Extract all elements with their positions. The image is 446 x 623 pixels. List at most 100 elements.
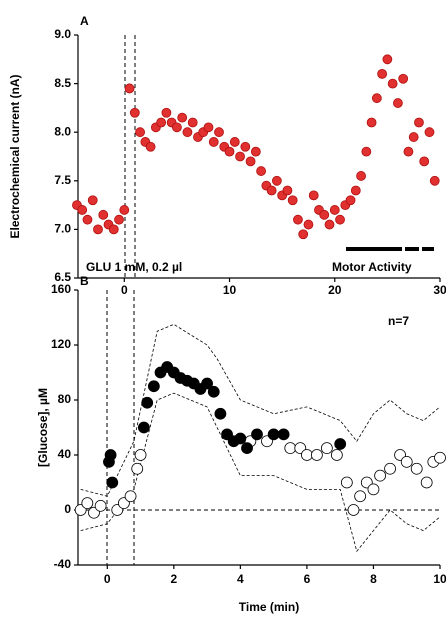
data-point [124,490,137,503]
data-point [82,214,93,225]
data-point [320,442,333,455]
x-tick-label: 10 [433,572,446,586]
data-point [266,185,277,196]
data-point [271,175,282,186]
data-point [147,380,160,393]
data-point [284,442,297,455]
data-point [366,117,377,128]
data-point [434,451,446,464]
data-point [241,442,253,455]
data-point [251,428,263,441]
y-axis-label: Electrochemical current (nA) [8,74,22,238]
data-point [93,224,103,235]
x-tick-label: 4 [237,572,244,586]
data-point [187,117,198,128]
data-point [134,449,147,461]
data-point [301,449,313,461]
data-point [371,93,382,104]
data-point [324,219,335,230]
envelope-line [80,323,441,497]
data-point [293,214,303,225]
data-point [208,137,219,147]
data-point [377,68,388,79]
data-point [129,107,140,118]
annotation: n=7 [388,314,409,328]
data-point [419,156,430,167]
data-point [214,407,227,420]
data-point [137,421,150,434]
x-tick-label: 20 [328,283,342,297]
annotation: GLU 1 mM, 0.2 µl [86,260,182,274]
data-point [172,122,182,133]
y-tick-label: 6.5 [54,270,71,284]
data-point [329,205,340,215]
x-tick-label: 30 [433,283,446,297]
data-point [245,156,256,167]
data-point [161,107,172,118]
y-tick-label: 160 [51,282,71,296]
data-point [77,205,88,215]
x-tick-label: 6 [304,572,311,586]
data-point [201,377,213,390]
data-point [420,476,433,489]
data-point [207,385,220,398]
y-tick-label: 9.0 [54,27,71,41]
data-point [81,497,94,510]
envelope-line [80,392,441,553]
data-point [367,483,380,496]
data-point [335,214,345,225]
data-point [94,499,107,512]
data-point [119,205,130,215]
data-point [429,175,440,186]
activity-bar [346,247,402,251]
data-point [135,127,145,138]
data-point [345,195,356,206]
y-tick-label: 40 [58,447,72,461]
data-point [303,219,314,230]
y-tick-label: 8.0 [54,124,71,138]
activity-bar [422,247,434,251]
data-point [374,469,387,482]
data-point [387,78,398,89]
data-point [310,449,323,461]
annotation: A [80,14,89,28]
y-tick-label: 80 [58,392,72,406]
x-tick-label: 2 [170,572,177,586]
data-point [330,449,343,461]
x-tick-label: 10 [223,283,237,297]
activity-bar [405,247,419,251]
y-axis-label: [Glucose], µM [36,388,50,467]
data-point [340,476,353,489]
data-point [408,132,419,142]
data-point [145,141,156,152]
data-point [141,396,154,409]
data-point [308,190,319,201]
x-tick-label: 0 [104,572,111,586]
data-point [108,224,119,235]
data-point [398,73,409,84]
data-point [400,455,413,468]
data-point [267,428,280,441]
data-point [354,490,367,503]
data-point [382,54,393,65]
x-tick-label: 8 [370,572,377,586]
y-tick-label: 7.0 [54,222,71,236]
data-point [334,438,347,450]
data-point [414,117,424,128]
data-point [319,209,330,220]
data-point [240,141,251,152]
data-point [298,229,309,240]
data-point [287,195,298,206]
data-point [347,504,360,516]
annotation: B [80,274,89,288]
data-point [98,209,109,220]
data-point [277,428,290,441]
data-point [214,127,224,138]
data-point [124,83,135,94]
annotation: Motor Activity [332,260,412,274]
data-point [350,185,361,196]
y-tick-label: -40 [54,557,72,571]
data-point [182,127,193,138]
y-tick-label: 8.5 [54,76,71,90]
data-point [393,98,403,108]
